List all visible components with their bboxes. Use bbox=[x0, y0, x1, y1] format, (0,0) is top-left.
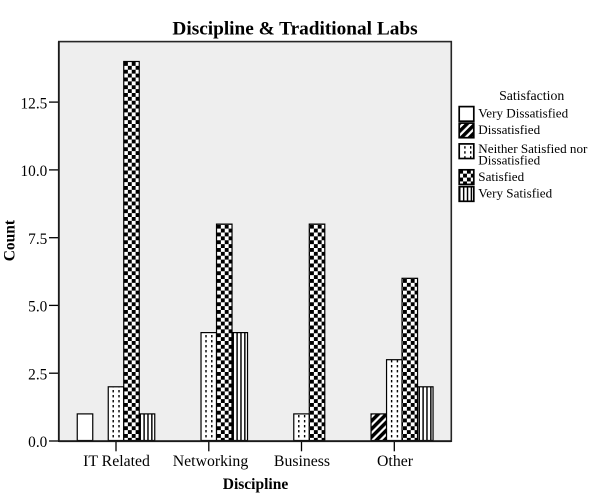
svg-text:Discipline: Discipline bbox=[223, 476, 289, 493]
svg-text:Networking: Networking bbox=[173, 453, 249, 470]
svg-text:Satisfaction: Satisfaction bbox=[499, 88, 564, 103]
svg-text:Dissatisfied: Dissatisfied bbox=[478, 152, 540, 167]
svg-text:Very Satisfied: Very Satisfied bbox=[478, 186, 552, 201]
svg-text:IT Related: IT Related bbox=[83, 453, 150, 470]
svg-text:Dissatisfied: Dissatisfied bbox=[478, 122, 540, 137]
svg-text:Satisfied: Satisfied bbox=[478, 169, 524, 184]
svg-text:Count: Count bbox=[2, 219, 19, 261]
svg-text:12.5: 12.5 bbox=[21, 95, 48, 112]
svg-text:5.0: 5.0 bbox=[28, 299, 47, 316]
svg-text:2.5: 2.5 bbox=[28, 366, 47, 383]
svg-text:7.5: 7.5 bbox=[28, 231, 47, 248]
svg-text:0.0: 0.0 bbox=[28, 434, 47, 451]
svg-text:Very Dissatisfied: Very Dissatisfied bbox=[478, 106, 568, 121]
svg-text:Neither Satisfied nor: Neither Satisfied nor bbox=[478, 141, 588, 156]
svg-text:10.0: 10.0 bbox=[21, 163, 48, 180]
svg-text:Other: Other bbox=[377, 453, 414, 470]
svg-text:Business: Business bbox=[274, 453, 330, 470]
svg-text:Discipline & Traditional Labs: Discipline & Traditional Labs bbox=[172, 18, 418, 39]
